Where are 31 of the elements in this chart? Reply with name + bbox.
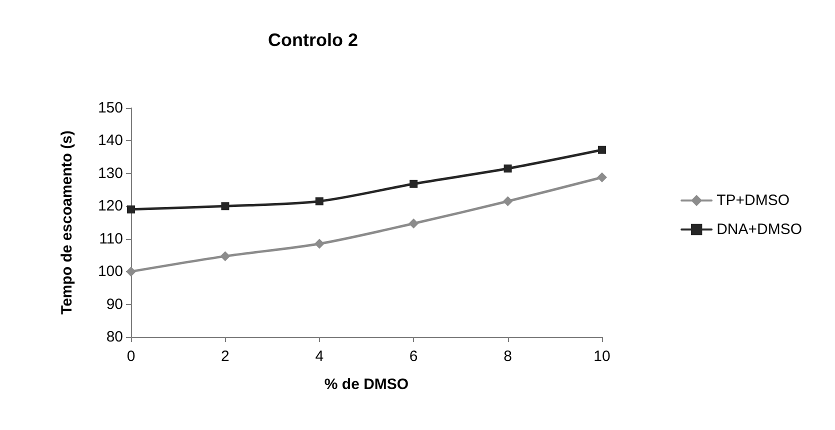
y-tick-label: 130 <box>98 164 123 182</box>
y-tick-label: 120 <box>98 198 123 215</box>
point <box>126 266 136 277</box>
y-tick-label: 140 <box>98 132 123 150</box>
chart-title: Controlo 2 <box>268 30 358 50</box>
x-tick-label: 6 <box>409 348 418 365</box>
point <box>314 238 324 249</box>
x-tick-label: 8 <box>504 348 512 365</box>
x-tick-label: 4 <box>315 348 324 365</box>
point <box>598 146 606 154</box>
legend-label: DNA+DMSO <box>716 221 802 238</box>
x-tick-label: 2 <box>221 348 230 365</box>
point <box>410 180 418 188</box>
point <box>597 172 607 182</box>
point <box>220 251 230 262</box>
point <box>221 202 230 210</box>
legend-label: TP+DMSO <box>716 192 790 209</box>
y-axis-title: Tempo de escoamento (s) <box>58 130 76 314</box>
x-tick-label: 10 <box>594 348 610 365</box>
point <box>408 218 419 228</box>
point <box>502 196 513 206</box>
x-axis-title: % de DMSO <box>324 376 409 393</box>
y-tick-label: 80 <box>106 328 123 346</box>
point <box>315 197 324 206</box>
point <box>127 205 135 214</box>
y-tick-label: 150 <box>98 100 123 116</box>
y-tick-label: 100 <box>98 263 123 280</box>
y-tick-label: 110 <box>99 230 123 248</box>
x-tick-label: 0 <box>126 348 136 365</box>
point <box>504 164 512 173</box>
y-tick-label: 90 <box>106 296 123 313</box>
